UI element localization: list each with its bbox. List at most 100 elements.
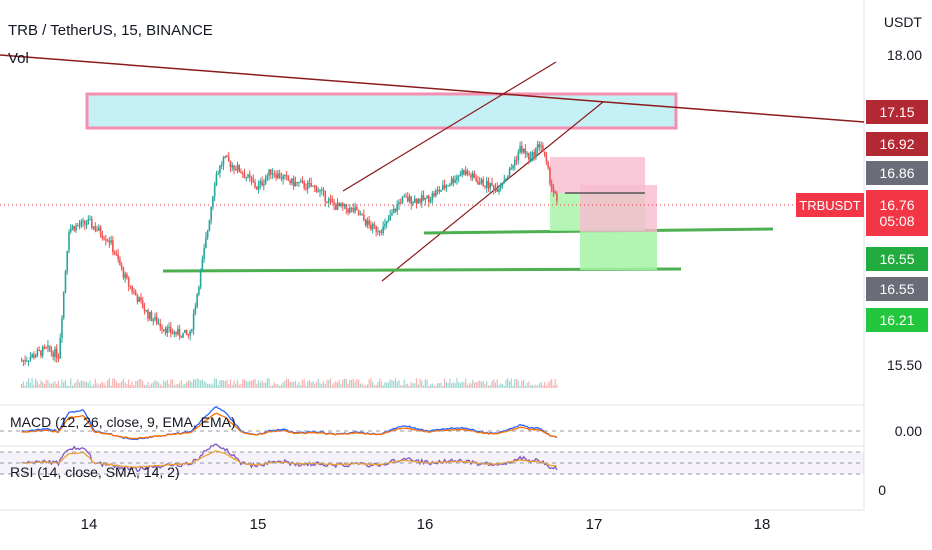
candle-body: [342, 203, 344, 207]
volume-bar: [159, 384, 161, 388]
candle-body: [426, 195, 428, 199]
volume-bar: [119, 382, 121, 388]
candle-body: [517, 152, 520, 160]
volume-bar: [537, 385, 539, 388]
candle-body: [280, 178, 283, 180]
candle-body: [322, 189, 325, 191]
volume-bar: [552, 385, 555, 388]
candle-body: [180, 336, 183, 338]
candle-body: [447, 185, 449, 187]
candle-body: [252, 179, 255, 183]
candle-body: [266, 175, 269, 179]
volume-bar: [522, 379, 525, 388]
candle-body: [354, 207, 356, 212]
volume-bar: [386, 382, 388, 388]
volume-bar: [47, 380, 49, 388]
volume-bar: [524, 385, 526, 388]
time-tick-18: 18: [753, 516, 771, 533]
candle-body: [78, 225, 81, 227]
candle-body: [234, 169, 237, 171]
candle-body: [410, 196, 413, 204]
candle-body: [406, 197, 409, 202]
volume-bar: [359, 383, 361, 388]
candle-body: [213, 185, 216, 197]
volume-bar: [156, 381, 158, 388]
volume-bar: [494, 382, 497, 388]
volume-bar: [486, 381, 488, 388]
volume-bar: [36, 381, 38, 388]
volume-bar: [28, 378, 30, 388]
candle-body: [429, 199, 432, 203]
volume-bar: [40, 380, 42, 388]
volume-bar: [501, 384, 504, 388]
volume-bar: [52, 382, 54, 388]
volume-bar: [84, 381, 86, 388]
candle-body: [408, 196, 411, 202]
candle-body: [443, 184, 446, 189]
volume-bar: [215, 378, 218, 388]
candle-body: [206, 230, 209, 238]
candle-body: [417, 199, 420, 204]
candle-body: [526, 153, 528, 155]
currency-label: USDT: [883, 14, 922, 30]
volume-bar: [193, 378, 195, 388]
candle-body: [454, 179, 456, 183]
candle-body: [145, 310, 148, 312]
volume-bar: [505, 379, 507, 388]
candle-body: [227, 157, 230, 162]
candle-body: [436, 190, 439, 192]
volume-bar: [319, 383, 321, 388]
volume-bar: [286, 378, 288, 388]
volume-bar: [289, 381, 291, 388]
candle-body: [385, 220, 388, 225]
volume-bar: [308, 379, 311, 388]
volume-bar: [99, 383, 102, 388]
volume-bar: [391, 380, 393, 388]
volume-bar: [310, 382, 312, 388]
volume-bar: [163, 380, 165, 388]
candle-body: [428, 195, 430, 203]
volume-bar: [212, 383, 214, 388]
price-badge-target-1: 16.55: [866, 247, 928, 271]
candle-body: [524, 148, 527, 154]
volume-bar: [349, 379, 351, 388]
volume-bar: [473, 382, 476, 388]
resistance-zone: [85, 92, 678, 130]
candle-body: [43, 347, 46, 349]
volume-bar: [21, 384, 23, 388]
volume-bar: [259, 382, 261, 388]
candle-body: [382, 226, 384, 233]
volume-bar: [401, 385, 404, 388]
macd-zero-tick: 0.00: [894, 423, 922, 439]
candle-body: [196, 294, 198, 307]
candle-body: [171, 333, 174, 335]
volume-bar: [298, 382, 300, 388]
volume-bar: [233, 380, 235, 388]
candle-body: [24, 359, 26, 362]
candle-body: [112, 240, 114, 253]
candle-body: [138, 297, 140, 302]
candle-body: [36, 350, 39, 356]
candle-body: [475, 177, 477, 182]
candle-body: [296, 182, 298, 184]
candle-body: [489, 183, 492, 189]
volume-bar: [350, 379, 353, 388]
candle-body: [484, 186, 486, 188]
volume-bar: [121, 381, 123, 388]
candle-body: [155, 316, 158, 324]
candle-body: [359, 214, 362, 216]
candle-body: [543, 151, 546, 156]
time-tick-17: 17: [585, 516, 603, 533]
volume-bar: [400, 385, 402, 388]
candle-body: [422, 195, 425, 200]
candle-body: [482, 179, 485, 187]
candle-body: [505, 178, 507, 180]
candle-body: [119, 259, 121, 265]
volume-bar: [142, 380, 144, 388]
volume-bar: [133, 385, 135, 388]
candle-body: [127, 277, 130, 286]
time-tick-15: 15: [249, 516, 267, 533]
candle-body: [198, 287, 200, 295]
candle-body: [203, 247, 205, 259]
